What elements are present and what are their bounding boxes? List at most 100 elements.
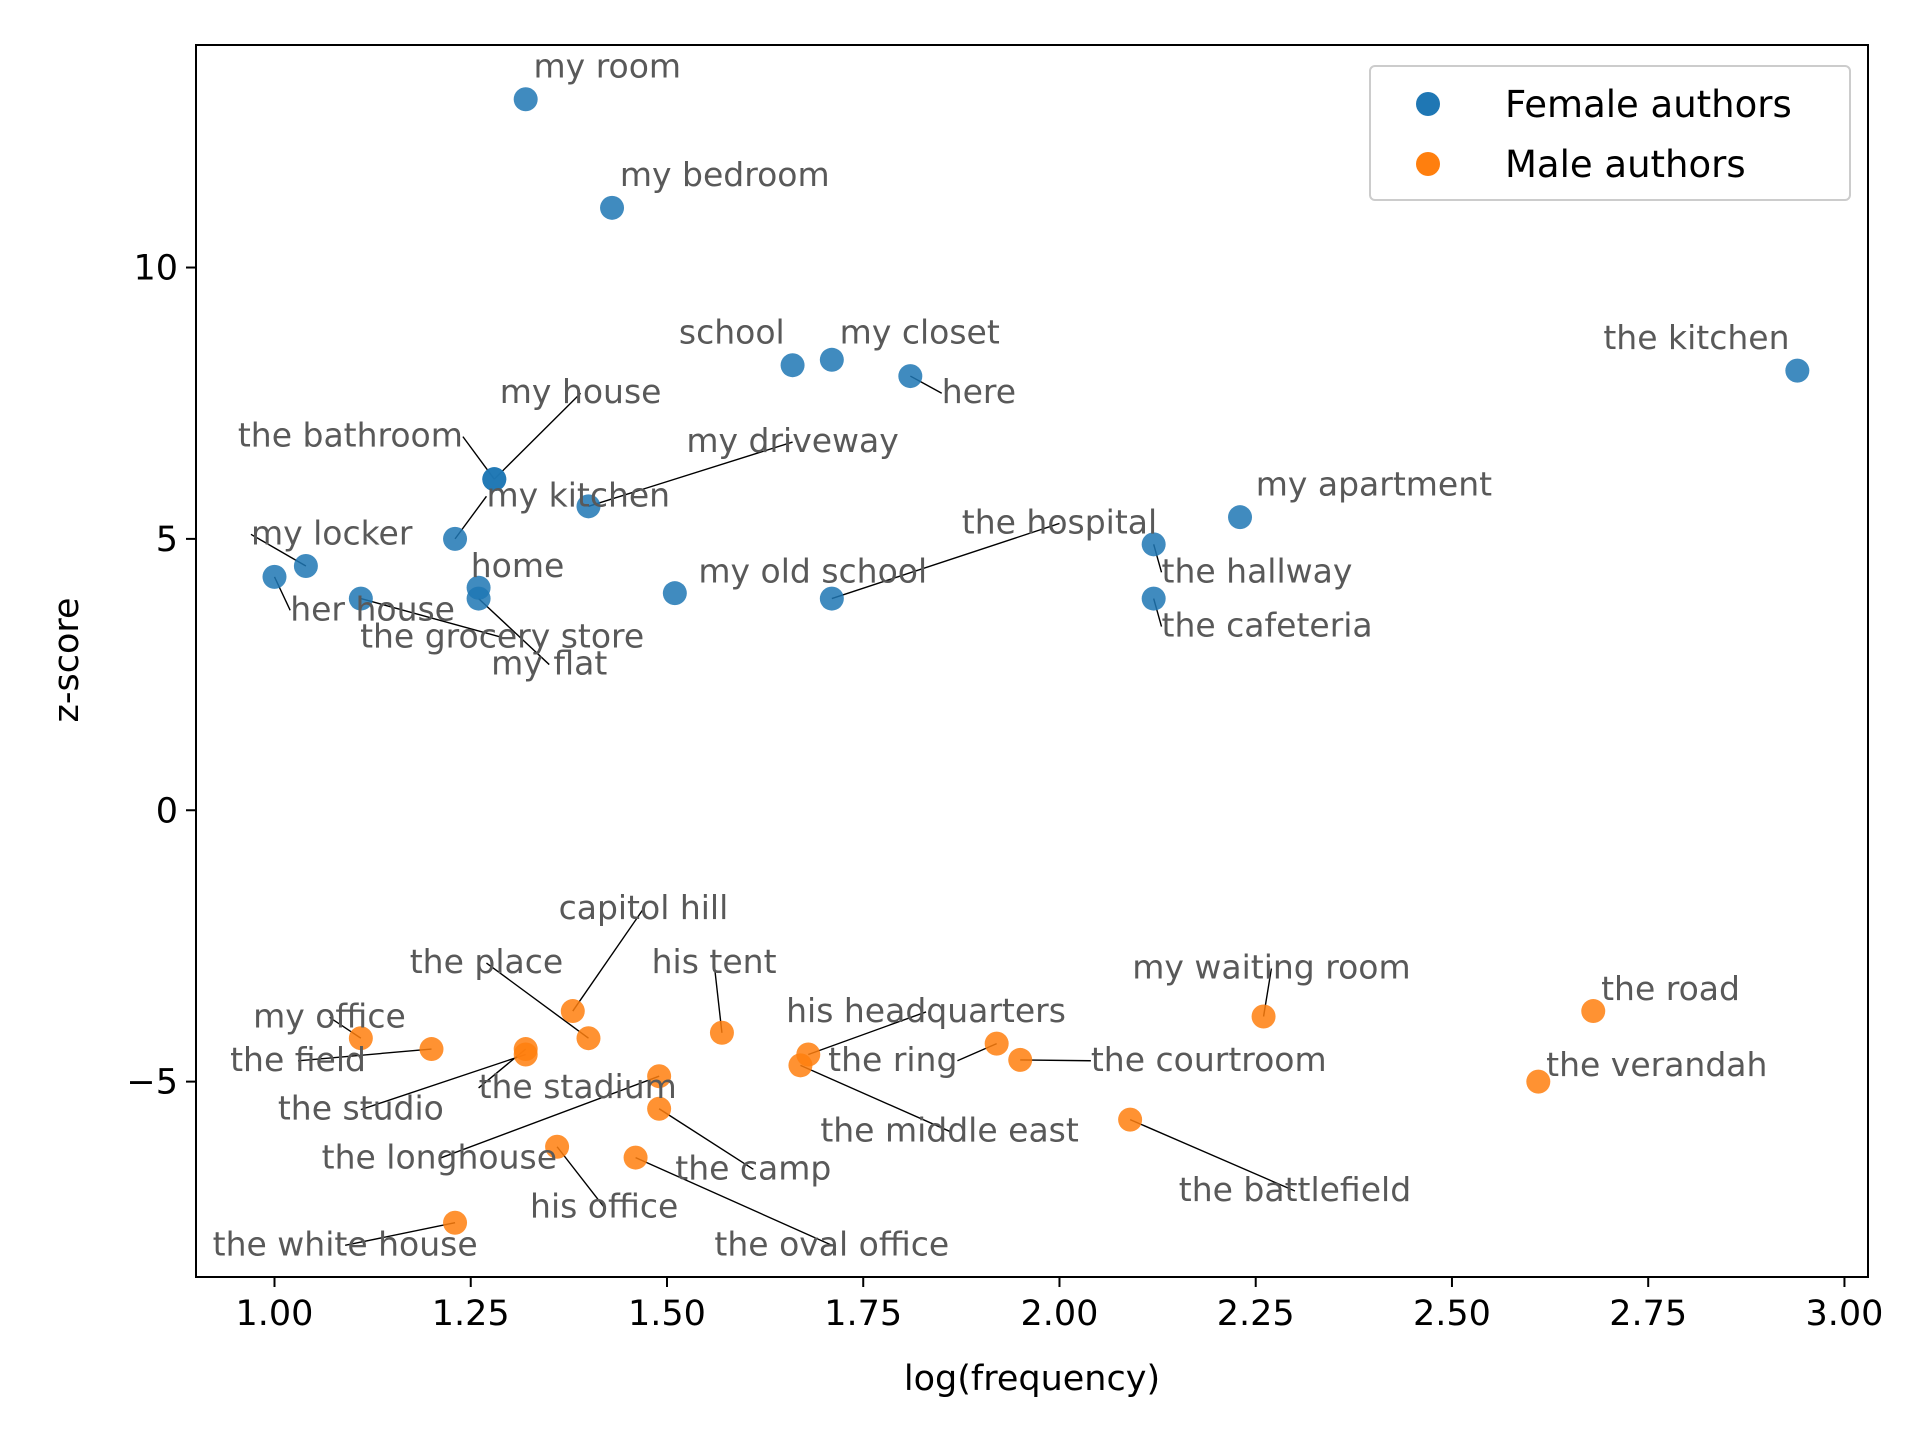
point-the-middle-east: [788, 1053, 813, 1078]
point-my-room: [513, 87, 538, 112]
point-my-driveway: [576, 494, 601, 519]
point-my-apartment: [1228, 505, 1253, 530]
label-leader-lines: [250, 375, 1296, 1246]
label-school: school: [679, 313, 785, 352]
label-the-studio: the studio: [278, 1089, 444, 1128]
x-tick-label: 1.75: [824, 1294, 902, 1334]
leader-line-the-middle-east: [800, 1064, 950, 1132]
legend-box: [1369, 65, 1851, 201]
point-the-grocery-store: [348, 586, 373, 611]
y-axis-label: z-score: [47, 597, 87, 722]
y-tick-label: 0: [156, 791, 178, 831]
leader-line-the-camp: [658, 1108, 754, 1170]
point-the-field: [419, 1037, 444, 1062]
x-axis-label: log(frequency): [904, 1359, 1160, 1399]
label-my-waiting-room: my waiting room: [1132, 947, 1410, 986]
point-my-kitchen: [443, 526, 468, 551]
label-the-oval-office: the oval office: [714, 1224, 949, 1263]
label-the-stadium: the stadium: [479, 1067, 677, 1106]
point-my-closet: [819, 347, 844, 372]
label-my-office: my office: [253, 996, 406, 1035]
point-my-flat: [466, 586, 491, 611]
legend-marker-female: [1416, 92, 1440, 116]
leader-line-my-driveway: [588, 441, 793, 507]
x-tick-label: 2.25: [1217, 1294, 1295, 1334]
point-labels: my room my bedroom school my closet here the …: [213, 47, 1790, 1264]
label-my-locker: my locker: [251, 513, 413, 552]
point-the-road: [1581, 999, 1606, 1024]
x-tick-label: 2.75: [1609, 1294, 1687, 1334]
leader-line-capitol-hill: [572, 908, 645, 1012]
label-the-road: the road: [1601, 969, 1740, 1008]
label-my-kitchen: my kitchen: [486, 475, 670, 514]
point-the-cafeteria: [1141, 586, 1166, 611]
leader-line-the-white-house: [345, 1222, 456, 1246]
point-the-kitchen: [1785, 358, 1810, 383]
leader-line-the-studio: [360, 1053, 526, 1111]
point-the-stadium: [513, 1037, 538, 1062]
leader-line-the-field: [297, 1048, 432, 1062]
data-points: [262, 87, 1810, 1235]
label-the-verandah: the verandah: [1546, 1045, 1767, 1084]
point-my-waiting-room: [1251, 1004, 1276, 1029]
leader-line-my-house: [493, 392, 582, 480]
label-her-house: her house: [290, 589, 455, 628]
y-tick-label: 10: [133, 249, 178, 289]
x-tick-label: 3.00: [1805, 1294, 1883, 1334]
label-the-bathroom: the bathroom: [238, 416, 463, 455]
x-tick-label: 2.50: [1413, 1294, 1491, 1334]
legend-label-male: Male authors: [1505, 143, 1746, 186]
point-the-battlefield: [1118, 1107, 1143, 1132]
x-tick-label: 1.50: [628, 1294, 706, 1334]
label-the-hallway: the hallway: [1162, 551, 1353, 590]
leader-line-the-grocery-store: [360, 597, 503, 639]
point-his-office: [545, 1134, 570, 1159]
point-the-bathroom: [482, 467, 507, 492]
point-my-old-school: [662, 581, 687, 606]
label-here: here: [942, 372, 1016, 411]
label-the-battlefield: the battlefield: [1179, 1170, 1411, 1209]
legend-marker-male: [1416, 152, 1440, 176]
point-the-hallway: [1141, 532, 1166, 557]
point-his-tent: [709, 1020, 734, 1045]
label-my-driveway: my driveway: [686, 421, 898, 460]
plot-area-frame: [195, 44, 1869, 1278]
point-the-courtroom: [1008, 1047, 1033, 1072]
leader-line-his-office: [556, 1146, 605, 1208]
point-my-office: [348, 1026, 373, 1051]
leader-line-the-place: [486, 962, 589, 1039]
label-capitol-hill: capitol hill: [559, 888, 729, 927]
label-my-apartment: my apartment: [1256, 464, 1492, 503]
label-his-tent: his tent: [652, 942, 777, 981]
point-capitol-hill: [560, 999, 585, 1024]
point-school: [780, 353, 805, 378]
point-the-place: [576, 1026, 601, 1051]
label-the-middle-east: the middle east: [820, 1110, 1079, 1149]
label-the-grocery-store: the grocery store: [360, 616, 644, 655]
point-my-locker: [293, 554, 318, 579]
label-the-hospital: the hospital: [962, 502, 1157, 541]
label-home: home: [471, 546, 565, 585]
label-the-white-house: the white house: [213, 1224, 478, 1263]
y-axis-ticks: −5 0 5 10: [126, 249, 196, 1103]
point-my-bedroom: [600, 195, 625, 220]
point-the-camp: [647, 1096, 672, 1121]
leader-line-the-longhouse: [439, 1075, 660, 1160]
leader-line-the-battlefield: [1129, 1118, 1296, 1192]
legend-label-female: Female authors: [1505, 83, 1792, 126]
x-tick-label: 1.00: [236, 1294, 314, 1334]
label-my-closet: my closet: [840, 313, 1000, 352]
label-the-camp: the camp: [675, 1148, 831, 1187]
label-my-flat: my flat: [491, 644, 607, 683]
leader-line-his-headquarters: [808, 1011, 927, 1056]
label-the-kitchen: the kitchen: [1603, 318, 1789, 357]
point-the-white-house: [443, 1210, 468, 1235]
label-the-cafeteria: the cafeteria: [1162, 606, 1373, 645]
label-the-ring: the ring: [828, 1040, 957, 1079]
leader-line-my-flat: [478, 598, 550, 666]
y-tick-label: 5: [156, 520, 178, 560]
leader-line-the-hospital: [831, 522, 1060, 600]
label-the-field: the field: [230, 1040, 366, 1079]
